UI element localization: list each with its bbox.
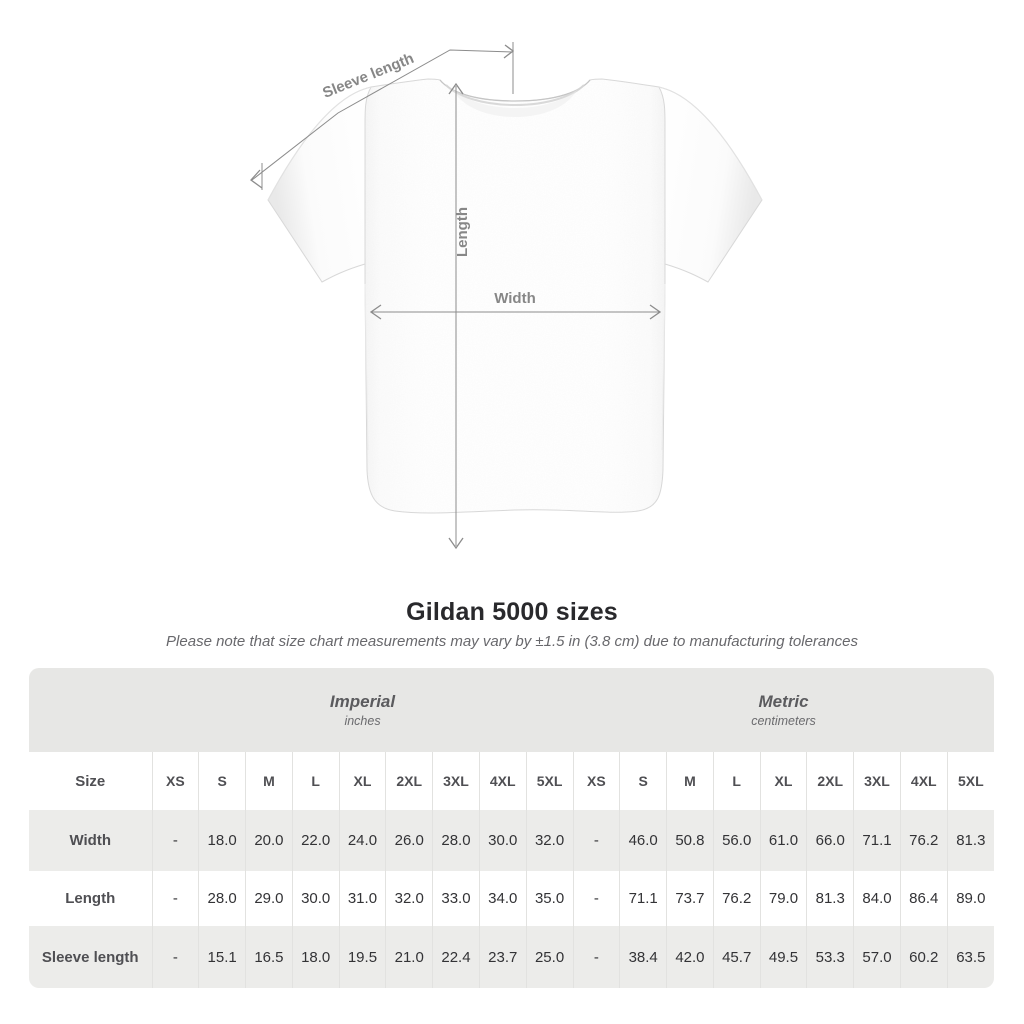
svg-text:Width: Width [494, 290, 536, 307]
svg-text:Length: Length [454, 207, 471, 257]
